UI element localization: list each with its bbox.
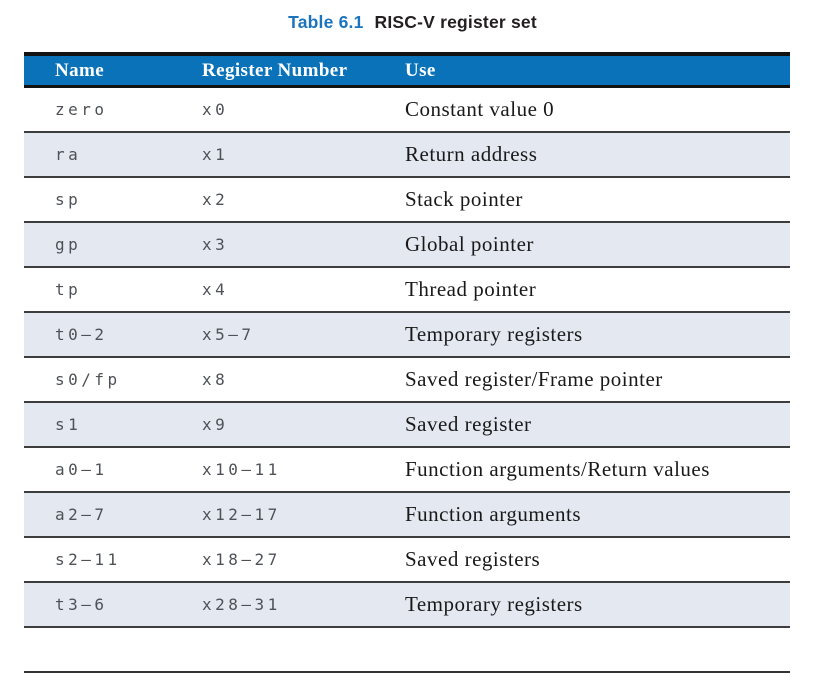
cell-name: tp: [55, 280, 82, 299]
header-cell-name: Name: [55, 59, 105, 81]
cell-name: s0/fp: [55, 370, 121, 389]
table-row: a2–7 x12–17 Function arguments: [24, 493, 790, 538]
cell-use: Saved registers: [405, 547, 541, 571]
cell-name: t0–2: [55, 325, 108, 344]
cell-use: Function arguments: [405, 502, 582, 526]
table-row: tp x4 Thread pointer: [24, 268, 790, 313]
cell-use: Global pointer: [405, 232, 534, 256]
cell-use: Return address: [405, 142, 538, 166]
cell-number: x4: [202, 280, 229, 299]
cell-use: Saved register: [405, 412, 532, 436]
header-cell-use: Use: [405, 59, 436, 81]
table-row: s0/fp x8 Saved register/Frame pointer: [24, 358, 790, 403]
cell-name: a2–7: [55, 505, 108, 524]
cell-use: Constant value 0: [405, 97, 555, 121]
page-title: Table 6.1 RISC-V register set: [0, 12, 825, 33]
cell-number: x9: [202, 415, 229, 434]
cell-use: Temporary registers: [405, 322, 583, 346]
table-row: zero x0 Constant value 0: [24, 88, 790, 133]
table-row: t0–2 x5–7 Temporary registers: [24, 313, 790, 358]
cell-use: Stack pointer: [405, 187, 523, 211]
cell-name: sp: [55, 190, 82, 209]
table-row: sp x2 Stack pointer: [24, 178, 790, 223]
cell-name: s1: [55, 415, 82, 434]
table-row: gp x3 Global pointer: [24, 223, 790, 268]
cell-use: Thread pointer: [405, 277, 537, 301]
cell-name: ra: [55, 145, 82, 164]
cell-name: zero: [55, 100, 108, 119]
table-header-row: Name Register Number Use: [24, 52, 790, 88]
table-row: s1 x9 Saved register: [24, 403, 790, 448]
table-row: t3–6 x28–31 Temporary registers: [24, 583, 790, 628]
cell-number: x2: [202, 190, 229, 209]
cell-name: t3–6: [55, 595, 108, 614]
cell-number: x3: [202, 235, 229, 254]
cell-number: x28–31: [202, 595, 281, 614]
table-row: a0–1 x10–11 Function arguments/Return va…: [24, 448, 790, 493]
cell-number: x1: [202, 145, 229, 164]
table-number-label: Table 6.1: [288, 12, 364, 32]
cell-number: x10–11: [202, 460, 281, 479]
cell-number: x8: [202, 370, 229, 389]
cell-number: x5–7: [202, 325, 255, 344]
table-row: ra x1 Return address: [24, 133, 790, 178]
cell-use: Function arguments/Return values: [405, 457, 710, 481]
table-row: s2–11 x18–27 Saved registers: [24, 538, 790, 583]
cell-number: x0: [202, 100, 229, 119]
cell-name: a0–1: [55, 460, 108, 479]
header-cell-register-number: Register Number: [202, 59, 348, 81]
table-body: zero x0 Constant value 0 ra x1 Return ad…: [24, 88, 790, 628]
cell-number: x12–17: [202, 505, 281, 524]
cell-number: x18–27: [202, 550, 281, 569]
table-bottom-rule: [24, 671, 790, 673]
cell-name: s2–11: [55, 550, 121, 569]
register-table: Name Register Number Use zero x0 Constan…: [24, 52, 790, 628]
cell-use: Saved register/Frame pointer: [405, 367, 663, 391]
cell-use: Temporary registers: [405, 592, 583, 616]
table-caption: RISC-V register set: [374, 12, 537, 32]
cell-name: gp: [55, 235, 82, 254]
